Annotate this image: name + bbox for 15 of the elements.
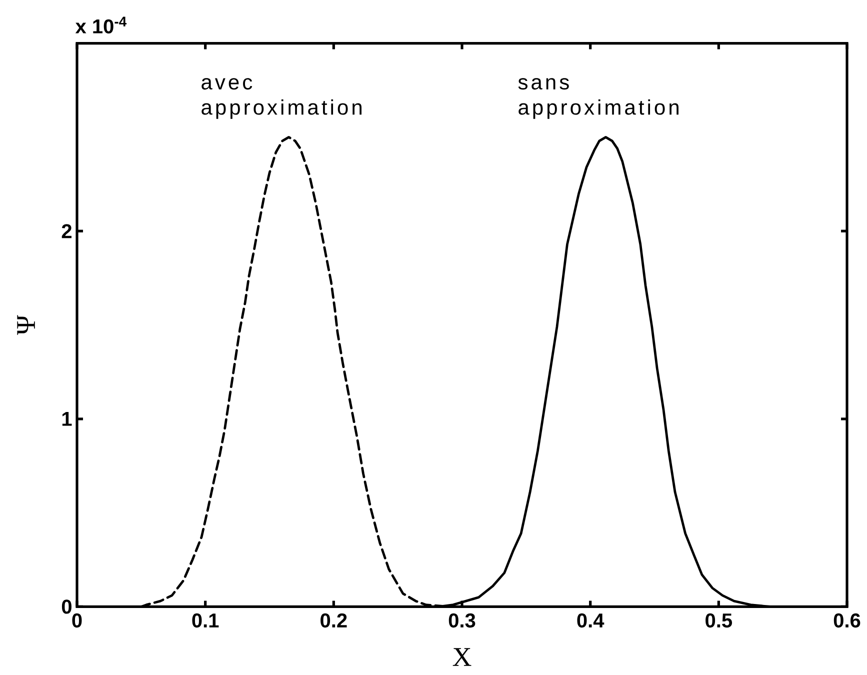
x-tick-label: 0.6	[834, 613, 860, 628]
x-tick-label: 0.4	[577, 613, 604, 628]
y-tick-label: 1	[62, 412, 72, 426]
series-label: sans approximation	[518, 78, 678, 119]
x-tick-label: 0.2	[320, 613, 347, 628]
y-tick-label: 2	[62, 224, 72, 238]
x-tick-label: 0	[72, 613, 82, 628]
y-tick-label: 0	[62, 600, 72, 614]
text: x 10$^{-4}$	[75, 16, 127, 34]
x-tick-label: 0.3	[448, 613, 476, 628]
x-tick-label: 0.1	[192, 613, 219, 628]
y-axis-title: Ψ	[17, 315, 35, 335]
x-axis-title: X	[452, 648, 472, 666]
series-label: avec approximation	[202, 78, 362, 119]
x-tick-label: 0.5	[706, 613, 732, 628]
